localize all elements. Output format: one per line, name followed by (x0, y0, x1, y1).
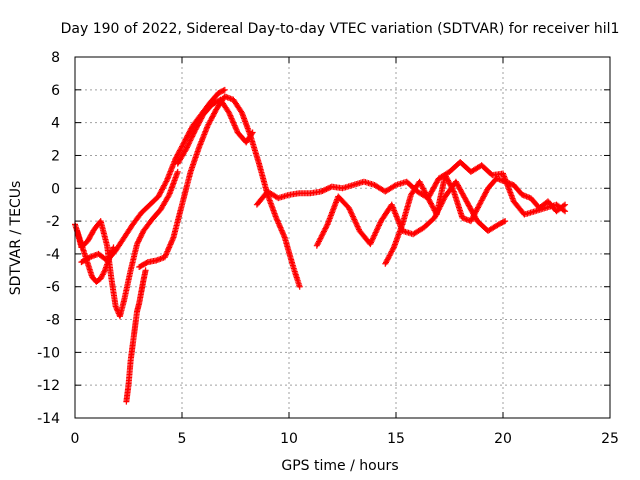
data-point (137, 233, 144, 240)
data-point (390, 245, 397, 252)
data-point (319, 187, 326, 194)
data-point (135, 238, 142, 245)
data-point (187, 136, 194, 143)
data-point (138, 231, 145, 238)
data-point (85, 254, 92, 261)
data-point (220, 87, 227, 94)
y-tick-label: -4 (46, 247, 60, 263)
x-tick-label: 10 (280, 431, 298, 447)
data-point (137, 234, 144, 241)
y-tick-label: -12 (37, 378, 60, 394)
y-tick-label: 2 (51, 148, 60, 164)
data-point (248, 130, 255, 137)
y-tick-label: 6 (51, 83, 60, 99)
series-arc-4 (123, 267, 149, 405)
data-point (139, 230, 146, 237)
data-point (323, 186, 330, 193)
y-tick-label: -8 (46, 313, 60, 329)
x-tick-label: 20 (494, 431, 512, 447)
data-point (326, 184, 333, 191)
data-point (163, 178, 170, 185)
y-tick-label: -14 (37, 411, 60, 427)
data-point (135, 237, 142, 244)
x-tick-label: 15 (387, 431, 405, 447)
data-point (560, 202, 567, 209)
plot-frame (74, 56, 611, 419)
data-point (318, 188, 325, 195)
x-tick-label: 5 (178, 431, 187, 447)
data-point (391, 182, 398, 189)
data-point (190, 130, 197, 137)
series-arc-2 (74, 168, 181, 320)
data-point (191, 129, 198, 136)
axis-ticks (74, 56, 611, 419)
series-arc-9 (382, 172, 569, 267)
data-point (101, 268, 108, 275)
data-point (324, 185, 331, 192)
data-point (189, 133, 196, 140)
data-point (562, 208, 569, 215)
data-point (187, 137, 194, 144)
x-tick-labels: 0 5 10 15 20 25 (71, 431, 619, 447)
series-arc-3 (78, 86, 228, 266)
data-points (72, 86, 569, 405)
data-point (322, 186, 329, 193)
y-tick-labels: -14 -12 -10 -8 -6 -4 -2 0 2 4 6 8 (37, 50, 60, 427)
y-axis-label: SDTVAR / TECUs (8, 181, 24, 296)
grid-lines (75, 57, 610, 418)
data-point (165, 193, 172, 200)
y-tick-label: 0 (51, 181, 60, 197)
data-point (174, 168, 181, 175)
data-point (136, 235, 143, 242)
data-point (562, 201, 569, 208)
data-point (186, 138, 193, 145)
data-point (185, 140, 192, 147)
data-point (183, 145, 190, 152)
x-tick-label: 0 (71, 431, 80, 447)
data-point (134, 239, 141, 246)
data-point (320, 187, 327, 194)
y-tick-label: -6 (46, 280, 60, 296)
x-tick-label: 25 (601, 431, 619, 447)
data-point (249, 129, 256, 136)
data-point (238, 108, 245, 115)
data-point (134, 241, 141, 248)
x-axis-label: GPS time / hours (281, 458, 398, 474)
y-tick-label: -10 (37, 345, 60, 361)
data-point (143, 259, 150, 266)
data-point (189, 132, 196, 139)
data-point (450, 187, 457, 194)
data-point (184, 143, 191, 150)
series-arc-6 (174, 96, 256, 167)
data-point (183, 144, 190, 151)
y-tick-label: -2 (46, 214, 60, 230)
data-point (502, 218, 509, 225)
data-point (142, 267, 149, 274)
y-tick-label: 8 (51, 50, 60, 66)
data-point (185, 141, 192, 148)
chart-title: Day 190 of 2022, Sidereal Day-to-day VTE… (61, 21, 620, 37)
data-point (500, 218, 507, 225)
y-tick-label: 4 (51, 116, 60, 132)
data-point (296, 283, 303, 290)
data-point (188, 134, 195, 141)
data-point (221, 86, 228, 93)
